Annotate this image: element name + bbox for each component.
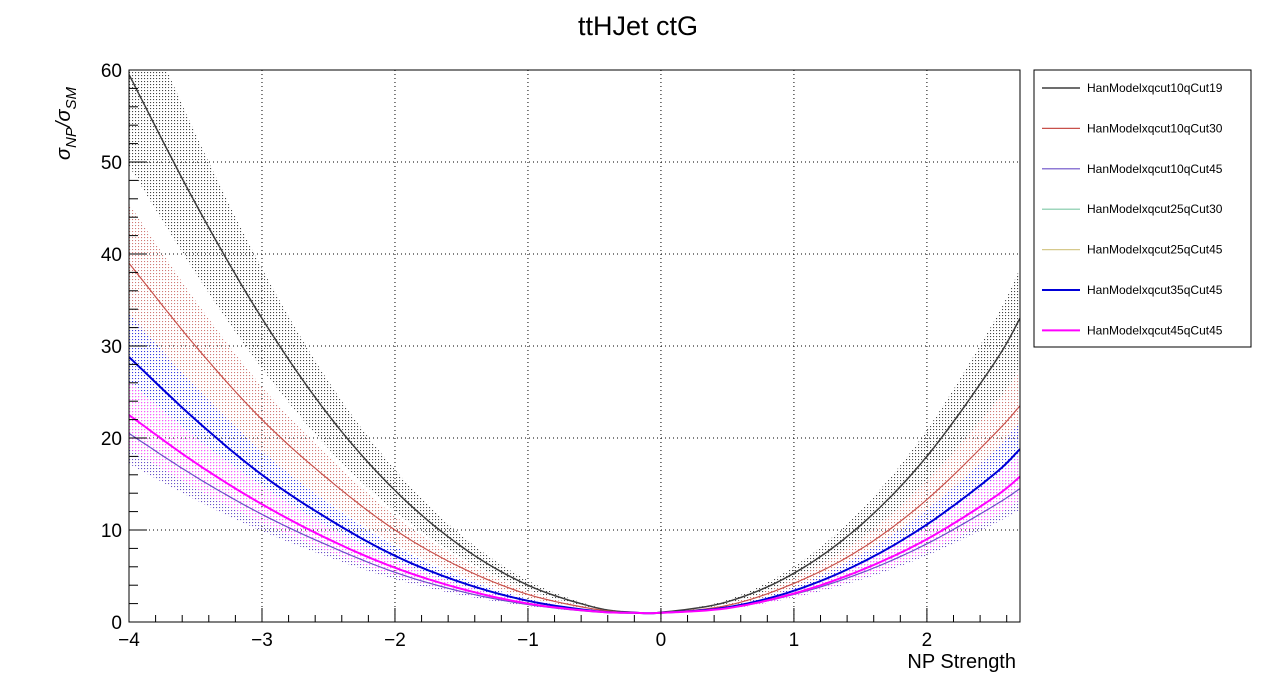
y-tick-label: 60 — [101, 61, 122, 82]
chart-title: ttHJet ctG — [578, 11, 698, 41]
y-axis-title-sigma: σ — [53, 147, 75, 160]
x-tick-label: −4 — [118, 630, 140, 651]
series-lines — [129, 74, 1020, 615]
y-tick-label: 0 — [111, 613, 122, 634]
x-tick-labels: −4 −3 −2 −1 0 1 2 — [118, 630, 932, 651]
uncertainty-bands — [129, 70, 1020, 614]
x-tick-label: 0 — [656, 630, 667, 651]
y-axis-title-den-sub: SM — [63, 86, 80, 109]
legend-label: HanModelxqcut10qCut19 — [1087, 81, 1223, 95]
series-line-HanModelxqcut45qCut45 — [129, 414, 1020, 615]
legend-label: HanModelxqcut25qCut30 — [1087, 202, 1223, 216]
legend-label: HanModelxqcut10qCut45 — [1087, 162, 1223, 176]
band-HanModelxqcut35qCut45 — [129, 313, 1020, 614]
y-tick-labels: 0 10 20 30 40 50 60 — [101, 61, 122, 634]
x-axis-title: NP Strength — [907, 651, 1016, 673]
y-axis-title-slash: /σ — [53, 109, 75, 130]
x-tick-label: 1 — [789, 630, 800, 651]
y-axis-title: σNP/σSM — [53, 86, 80, 160]
x-tick-label: −3 — [251, 630, 273, 651]
legend-box — [1033, 69, 1252, 348]
band-HanModelxqcut10qCut30 — [129, 203, 1020, 614]
legend: HanModelxqcut10qCut19 HanModelxqcut10qCut… — [1033, 69, 1252, 348]
x-tick-label: −2 — [384, 630, 406, 651]
y-tick-label: 30 — [101, 337, 122, 358]
y-axis-title-num-sub: NP — [63, 127, 80, 148]
x-tick-label: 2 — [922, 630, 933, 651]
y-tick-label: 10 — [101, 521, 122, 542]
y-tick-label: 40 — [101, 245, 122, 266]
legend-label: HanModelxqcut45qCut45 — [1087, 323, 1223, 337]
svg-text:σNP/σSM: σNP/σSM — [53, 86, 80, 160]
y-tick-label: 50 — [101, 153, 122, 174]
axis-ticks — [128, 69, 1008, 623]
y-tick-label: 20 — [101, 429, 122, 450]
legend-label: HanModelxqcut25qCut45 — [1087, 243, 1223, 257]
legend-label: HanModelxqcut10qCut30 — [1087, 121, 1223, 135]
legend-label: HanModelxqcut35qCut45 — [1087, 283, 1223, 297]
x-tick-label: −1 — [517, 630, 539, 651]
